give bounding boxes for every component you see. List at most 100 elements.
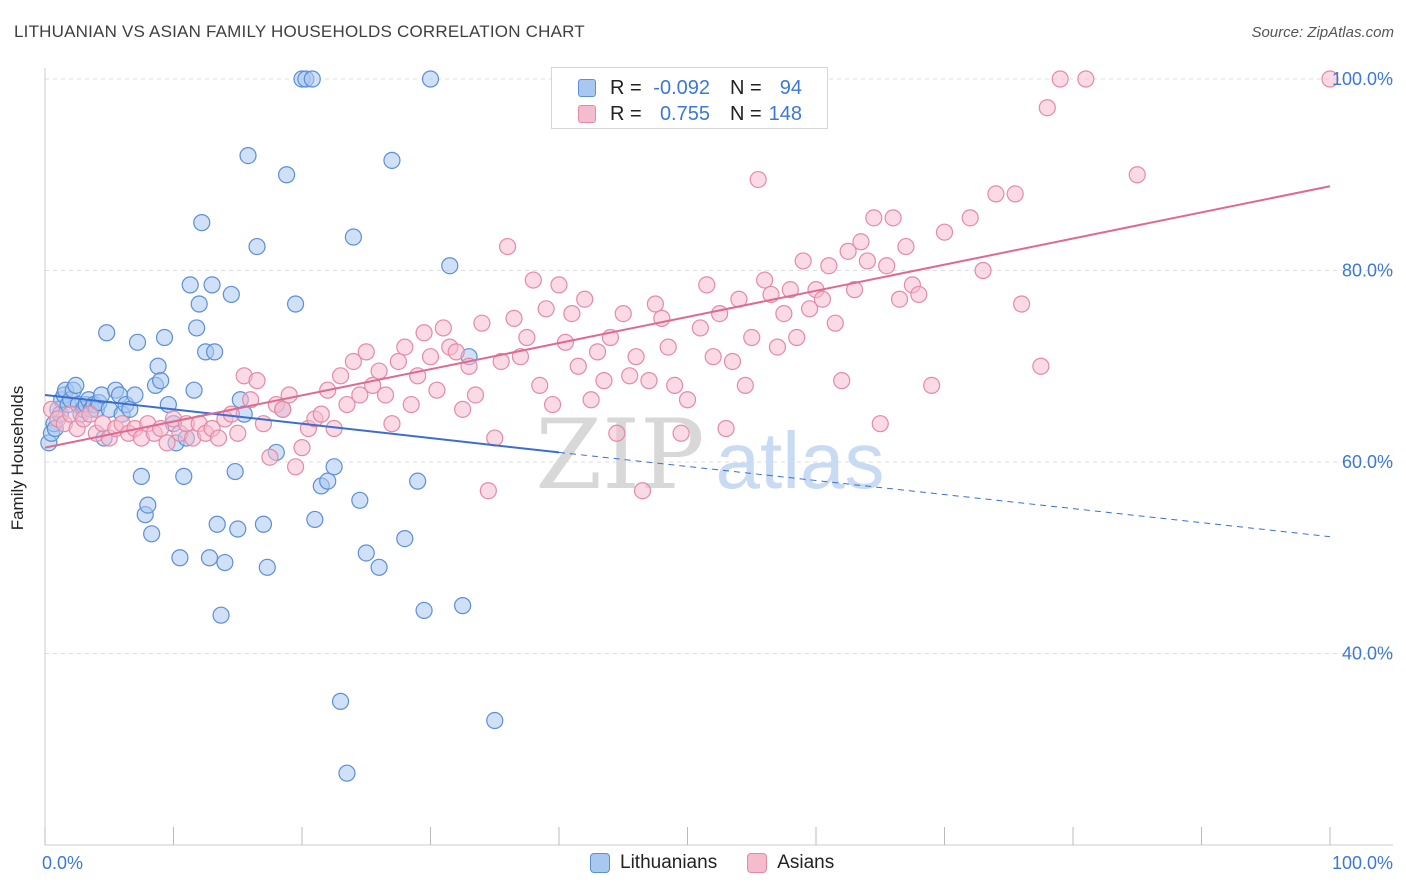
legend-r-value: 0.755 [659,102,710,125]
asian-point [576,290,594,308]
asian-point [588,343,607,361]
asian-point [775,304,793,323]
asian-point [543,395,562,414]
lithuanian-point [222,285,240,304]
lithuanian-point [454,597,472,615]
asian-point [788,328,806,347]
asian-point [376,386,395,404]
lithuanian-trend-line [44,393,560,454]
asian-point [280,386,298,404]
lithuanian-point [286,295,305,313]
lithuanian-point [185,381,203,399]
asian-point [961,209,979,227]
asian-point [1321,70,1339,88]
lithuanian-point [370,558,388,576]
lithuanian-point [229,520,247,538]
asian-point [1012,295,1031,313]
asian-point [248,372,266,390]
lithuanian-point [254,515,273,533]
lithuanian-point [181,276,199,294]
lithuanian-point [258,558,276,576]
bottom-legend-swatch-blue [590,853,610,873]
asian-point [595,372,613,390]
asian-point [242,391,260,409]
asian-point [711,304,729,323]
lithuanian-point [216,553,234,572]
legend-box: R = -0.092 N = 94 R = 0.755 N = 148 [551,67,828,129]
lithuanian-point [383,151,401,169]
asian-point [499,237,517,256]
asian-point [672,424,690,442]
lithuanian-point [203,276,221,294]
asian-point [743,328,761,347]
asian-point [1038,99,1056,117]
asian-point [357,343,375,361]
asian-point [454,400,472,418]
asian-point [582,391,600,409]
asian-point [312,405,330,423]
asian-point [158,434,176,452]
y-tick-label: 100.0% [1332,69,1393,89]
asian-point [563,304,581,323]
lithuanian-point [139,496,157,514]
asian-point [1077,70,1095,88]
asian-point [691,319,709,337]
asian-point [813,290,832,308]
asian-point [852,233,870,251]
lithuanian-point [171,549,189,567]
lithuanian-point [98,324,116,342]
chart-source: Source: ZipAtlas.com [1251,24,1394,41]
lithuanian-point [325,458,343,476]
y-tick-label: 40.0% [1342,644,1393,664]
asian-point [666,376,684,394]
lithuanian-point [319,472,337,490]
asian-point [723,352,742,371]
asian-point [897,237,915,256]
asian-point [331,367,350,385]
asian-point [466,386,485,404]
watermark-zip: ZIP [535,399,704,511]
asian-point [81,405,99,423]
asian-point [274,400,292,418]
asian-point [627,348,645,366]
lithuanian-point [239,147,257,165]
asian-point [286,458,305,476]
legend-row-lithuanians: R = -0.092 N = 94 [552,76,802,100]
bottom-legend-lithuanians: Lithuanians [590,852,717,874]
lithuanian-point [193,214,211,232]
asian-point [1006,185,1024,203]
chart-title: LITHUANIAN VS ASIAN FAMILY HOUSEHOLDS CO… [14,22,585,41]
asian-point [845,281,864,299]
asian-point [608,424,626,442]
asian-point [826,314,844,332]
lithuanian-point [415,601,433,620]
lithuanian-point [486,711,504,730]
asian-point [640,372,658,390]
asian-point [839,242,857,260]
asian-point [865,209,883,227]
asian-point [781,281,799,299]
legend-row-asians: R = 0.755 N = 148 [552,102,802,126]
asian-point [389,352,407,371]
y-tick-label: 80.0% [1342,261,1393,281]
asian-point [614,304,632,323]
asian-point [736,376,754,394]
asian-point [209,429,228,447]
asian-point [794,252,812,270]
tick-labels: 40.0% 60.0% 80.0% 100.0% 0.0% 100.0% [42,69,1393,873]
lithuanian-point [128,333,147,351]
lithuanian-point [188,319,206,337]
asian-point [974,261,992,280]
asian-point [749,170,767,189]
lithuanian-point [441,257,459,275]
asian-point [473,314,491,332]
legend-r-label: R = [610,102,642,125]
asian-point [492,352,510,371]
asian-point [344,352,362,371]
lithuanian-point [344,228,362,246]
asian-point [987,185,1005,203]
bottom-legend-swatch-pink [747,853,768,873]
lithuanian-point [226,462,244,481]
asian-point [704,348,722,366]
asian-point [1128,166,1146,184]
